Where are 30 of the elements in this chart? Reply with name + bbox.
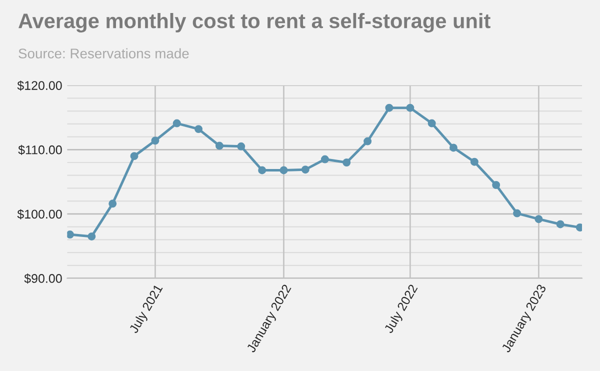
point: [88, 232, 96, 240]
point: [237, 142, 246, 150]
point: [364, 137, 372, 146]
point: [556, 220, 564, 228]
point: [428, 119, 436, 128]
chart-title: Average monthly cost to rent a self-storage unit: [18, 12, 490, 32]
point: [534, 215, 543, 224]
point: [67, 230, 74, 239]
point: [108, 200, 117, 208]
point: [492, 181, 500, 189]
point: [406, 104, 414, 112]
point: [130, 152, 138, 160]
point: [320, 155, 329, 164]
source-note: Source: Reservations made: [18, 48, 189, 58]
point: [449, 144, 458, 152]
point: [513, 209, 522, 218]
point: [470, 158, 478, 166]
y-tick-label: $90.00: [24, 274, 62, 284]
point: [342, 158, 351, 166]
point: [215, 142, 224, 150]
point: [151, 136, 160, 145]
y-tick-label: $120.00: [17, 80, 62, 91]
y-tick-label: $100.00: [17, 209, 62, 220]
point: [385, 104, 394, 112]
point: [301, 166, 310, 174]
point: [172, 119, 181, 128]
y-tick-label: $110.00: [18, 144, 62, 156]
point: [280, 166, 288, 174]
point: [194, 125, 203, 134]
point: [258, 166, 266, 174]
